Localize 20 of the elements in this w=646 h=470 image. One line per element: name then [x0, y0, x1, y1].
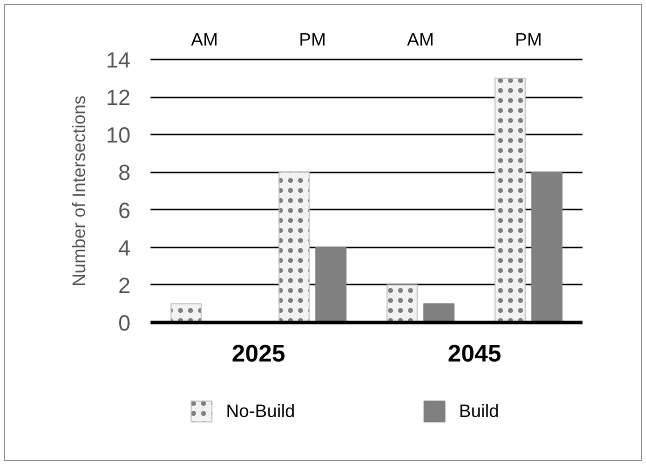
- bar: [315, 246, 346, 322]
- y-tick-label: 8: [118, 160, 131, 186]
- legend-label: Build: [459, 400, 500, 422]
- bar: [531, 172, 562, 322]
- y-tick-label: 14: [106, 48, 131, 72]
- text: 2045: [448, 340, 502, 368]
- x-tick-label: PM: [299, 30, 326, 50]
- y-tick-label: 4: [118, 235, 131, 260]
- bar: [423, 303, 454, 322]
- y-tick-label: 2: [118, 272, 131, 298]
- y-axis-title: Number of Intersections: [69, 95, 90, 287]
- y-tick-label: 10: [106, 122, 131, 148]
- x-tick-label: PM: [515, 30, 542, 50]
- y-tick-label: 6: [118, 198, 131, 223]
- y-tick-label: 12: [106, 85, 131, 110]
- x-tick-label: AM: [407, 30, 434, 50]
- legend-label: No-Build: [226, 400, 296, 422]
- x-tick-label: AM: [191, 30, 218, 50]
- text: 2025: [232, 340, 286, 368]
- y-tick-label: 0: [118, 310, 131, 336]
